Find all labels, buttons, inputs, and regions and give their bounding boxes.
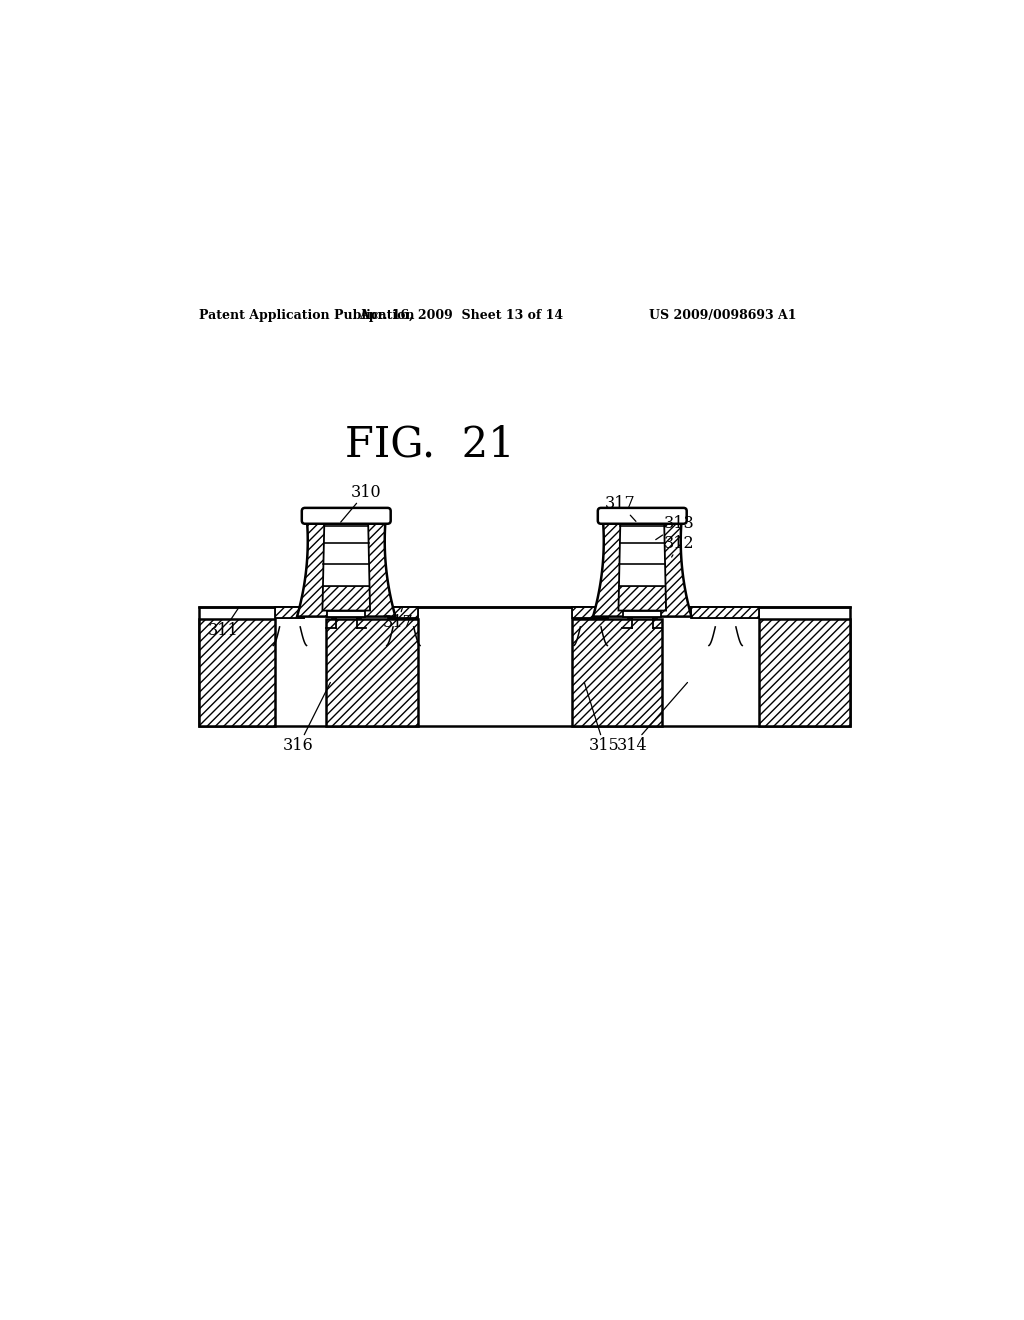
Bar — [327, 619, 418, 726]
Bar — [388, 607, 418, 618]
Bar — [200, 607, 850, 726]
Bar — [691, 607, 759, 618]
Text: US 2009/0098693 A1: US 2009/0098693 A1 — [648, 309, 796, 322]
Bar — [388, 607, 418, 618]
Text: Apr. 16, 2009  Sheet 13 of 14: Apr. 16, 2009 Sheet 13 of 14 — [359, 309, 563, 322]
Text: 312: 312 — [665, 535, 695, 557]
Bar — [572, 619, 663, 726]
Text: Patent Application Publication: Patent Application Publication — [200, 309, 415, 322]
Text: FIG.  21: FIG. 21 — [345, 424, 514, 466]
Polygon shape — [323, 521, 370, 611]
FancyBboxPatch shape — [302, 508, 391, 524]
Bar — [759, 619, 850, 726]
Text: 314: 314 — [616, 682, 687, 755]
Text: 315: 315 — [585, 682, 620, 755]
FancyBboxPatch shape — [598, 508, 687, 524]
Polygon shape — [618, 521, 666, 611]
Bar — [572, 607, 608, 618]
Text: 316: 316 — [284, 682, 331, 755]
Text: 317: 317 — [604, 495, 636, 521]
Polygon shape — [297, 516, 395, 616]
Text: 310: 310 — [341, 483, 381, 523]
Bar — [624, 611, 662, 616]
Bar — [572, 607, 608, 618]
Text: 313: 313 — [655, 515, 695, 540]
Bar — [200, 619, 274, 726]
Bar — [328, 611, 366, 616]
Bar — [691, 607, 759, 618]
Bar — [327, 619, 418, 726]
Polygon shape — [593, 516, 691, 616]
Bar — [759, 619, 850, 726]
Bar — [274, 607, 304, 618]
Text: 317: 317 — [382, 607, 414, 631]
Text: 311: 311 — [208, 607, 240, 639]
Bar — [200, 619, 274, 726]
Bar — [274, 607, 304, 618]
Bar — [572, 619, 663, 726]
